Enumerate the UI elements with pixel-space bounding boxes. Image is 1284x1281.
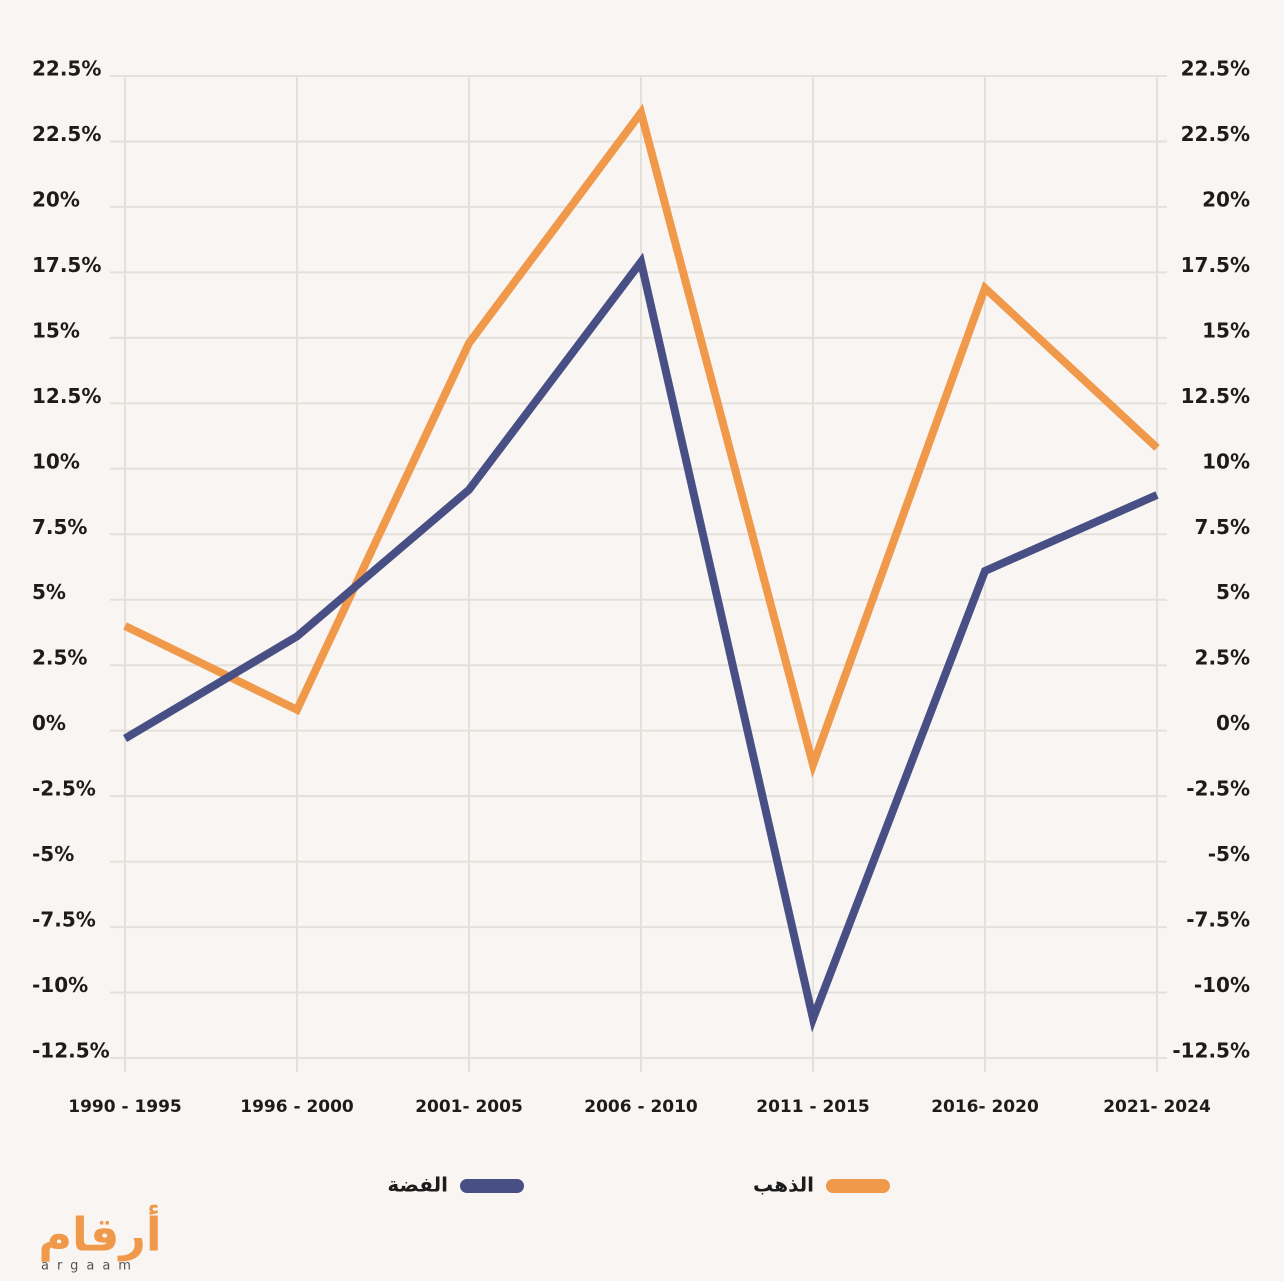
y-tick-label: -12.5% <box>32 1039 110 1063</box>
y2-tick-label: -2.5% <box>1186 777 1250 801</box>
y-tick-label: 22.5% <box>32 122 101 146</box>
y-tick-label: 10% <box>32 449 80 473</box>
y2-tick-label: -5% <box>1208 842 1250 866</box>
y2-tick-label: 17.5% <box>1181 253 1250 277</box>
y-tick-label: 12.5% <box>32 384 101 408</box>
y2-tick-label: 10% <box>1202 449 1250 473</box>
y2-tick-label: 12.5% <box>1181 384 1250 408</box>
y-tick-label: -5% <box>32 842 74 866</box>
y2-tick-label: 0% <box>1216 711 1250 735</box>
x-tick-label: 2006 - 2010 <box>584 1097 698 1117</box>
y2-tick-label: -10% <box>1194 973 1250 997</box>
logo-subtext: argaam <box>41 1259 139 1274</box>
logo-text: أرقام <box>38 1205 161 1262</box>
x-tick-label: 1990 - 1995 <box>68 1097 182 1117</box>
y2-tick-label: -12.5% <box>1172 1039 1250 1063</box>
y-tick-label: 0% <box>32 711 66 735</box>
x-tick-label: 2021- 2024 <box>1103 1097 1211 1117</box>
y2-tick-label: 20% <box>1202 187 1250 211</box>
y-tick-label: -2.5% <box>32 777 96 801</box>
y2-tick-label: 22.5% <box>1181 122 1250 146</box>
y-tick-label: 2.5% <box>32 646 87 670</box>
y-tick-label: 7.5% <box>32 515 87 539</box>
x-tick-label: 2001- 2005 <box>415 1097 523 1117</box>
x-tick-label: 2016- 2020 <box>931 1097 1039 1117</box>
series-line <box>123 103 1160 779</box>
y2-tick-label: 5% <box>1216 580 1250 604</box>
y-tick-label: 20% <box>32 187 80 211</box>
y2-tick-label: 2.5% <box>1195 646 1250 670</box>
x-tick-label: 1996 - 2000 <box>240 1097 354 1117</box>
series-line <box>122 252 1159 1033</box>
y-tick-label: -7.5% <box>32 908 96 932</box>
y-tick-label: 22.5% <box>32 57 101 81</box>
y-tick-label: 15% <box>32 318 80 342</box>
x-tick-label: 2011 - 2015 <box>756 1097 870 1117</box>
legend-label: الفضة <box>387 1173 448 1197</box>
y2-tick-label: -7.5% <box>1186 908 1250 932</box>
y2-tick-label: 22.5% <box>1181 57 1250 81</box>
y2-tick-label: 7.5% <box>1195 515 1250 539</box>
y-tick-label: -10% <box>32 973 88 997</box>
y-tick-label: 17.5% <box>32 253 101 277</box>
y-tick-label: 5% <box>32 580 66 604</box>
y2-tick-label: 15% <box>1202 318 1250 342</box>
logo: أرقام argaam <box>38 1205 161 1274</box>
legend-label: الذهب <box>753 1173 814 1197</box>
